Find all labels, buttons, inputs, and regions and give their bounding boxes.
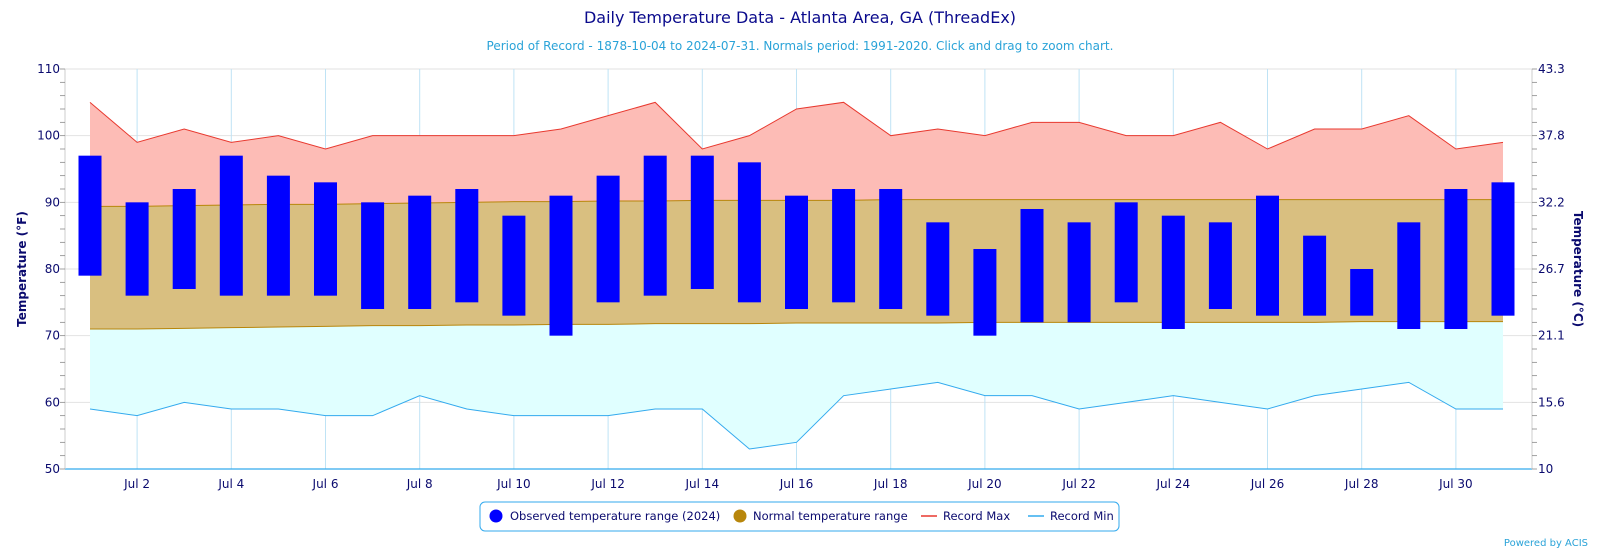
x-tick-label: Jul 28: [1344, 477, 1379, 491]
x-tick-label: Jul 8: [406, 477, 433, 491]
legend: Observed temperature range (2024) Normal…: [479, 501, 1120, 532]
y-tick-label-right: 21.1: [1538, 329, 1565, 343]
x-tick-label: Jul 12: [590, 477, 625, 491]
x-tick-label: Jul 14: [685, 477, 720, 491]
observed-bar[interactable]: [832, 189, 856, 303]
legend-normal-marker: [733, 509, 747, 523]
observed-bars: [78, 155, 1515, 336]
observed-bar[interactable]: [879, 189, 903, 309]
axes: 50 10 60 15.6 70 21.1 80 26.7 90 32.2 100 37.8 110 43…: [37, 62, 1565, 491]
observed-bar[interactable]: [219, 155, 243, 296]
observed-bar[interactable]: [690, 155, 714, 289]
observed-bar[interactable]: [266, 175, 290, 296]
legend-item-observed[interactable]: Observed temperature range (2024): [489, 509, 721, 523]
record-max-band: [90, 102, 1503, 207]
observed-bar[interactable]: [502, 215, 526, 316]
observed-bar[interactable]: [1397, 222, 1421, 329]
record-max-line: [89, 101, 1504, 150]
observed-bar[interactable]: [785, 195, 808, 309]
normal-low-line: [90, 321, 1503, 330]
x-tick-label: Jul 2: [123, 477, 150, 491]
y-tick-label-right: 26.7: [1538, 262, 1565, 276]
observed-bar[interactable]: [408, 195, 432, 309]
observed-bar[interactable]: [973, 249, 997, 336]
legend-item-record-min[interactable]: Record Min: [1028, 509, 1114, 523]
record-min-line: [89, 381, 1503, 450]
legend-observed-marker: [489, 509, 503, 523]
observed-bar[interactable]: [78, 155, 102, 276]
x-tick-label: Jul 24: [1156, 477, 1191, 491]
legend-item-normal[interactable]: Normal temperature range: [733, 509, 908, 523]
y-tick-label-left: 80: [45, 262, 60, 276]
observed-bar[interactable]: [125, 202, 149, 296]
observed-bar[interactable]: [1444, 189, 1468, 329]
y-tick-label-right: 10: [1538, 462, 1553, 476]
observed-bar[interactable]: [361, 202, 385, 309]
legend-record-max-label: Record Max: [943, 509, 1010, 523]
observed-bar[interactable]: [643, 155, 667, 296]
observed-bar[interactable]: [1020, 209, 1044, 323]
legend-normal-label: Normal temperature range: [753, 509, 908, 523]
observed-bar[interactable]: [172, 189, 196, 289]
observed-bar[interactable]: [549, 195, 573, 336]
legend-record-min-label: Record Min: [1050, 509, 1114, 523]
x-tick-label: Jul 20: [967, 477, 1002, 491]
y-tick-label-right: 15.6: [1538, 395, 1565, 409]
record-min-band: [90, 321, 1503, 449]
y-axis-label-left: Temperature (°F): [15, 211, 29, 327]
y-tick-label-left: 110: [37, 62, 60, 76]
chart-title: Daily Temperature Data - Atlanta Area, G…: [584, 8, 1016, 27]
y-tick-label-left: 50: [45, 462, 60, 476]
observed-bar[interactable]: [1303, 235, 1327, 316]
observed-bar[interactable]: [926, 222, 950, 316]
legend-observed-label: Observed temperature range (2024): [510, 509, 720, 523]
observed-bar[interactable]: [314, 182, 337, 296]
powered-by-link[interactable]: Powered by ACIS: [1504, 538, 1588, 549]
observed-bar[interactable]: [1350, 269, 1374, 316]
observed-bar[interactable]: [1491, 182, 1515, 316]
x-tick-label: Jul 18: [873, 477, 908, 491]
legend-box: [479, 501, 1120, 532]
observed-bar[interactable]: [1114, 202, 1138, 303]
x-tick-label: Jul 30: [1438, 477, 1473, 491]
y-tick-label-right: 37.8: [1538, 129, 1565, 143]
legend-item-record-max[interactable]: Record Max: [921, 509, 1010, 523]
y-tick-label-left: 100: [37, 129, 60, 143]
x-tick-label: Jul 6: [312, 477, 339, 491]
y-tick-label-left: 70: [45, 329, 60, 343]
y-tick-label-left: 90: [45, 195, 60, 209]
observed-bar[interactable]: [1161, 215, 1185, 329]
observed-bar[interactable]: [737, 162, 761, 303]
observed-bar[interactable]: [596, 175, 620, 303]
chart-subtitle: Period of Record - 1878-10-04 to 2024-07…: [487, 39, 1114, 53]
y-axis-label-right: Temperature (°C): [1571, 211, 1585, 327]
x-tick-label: Jul 10: [496, 477, 531, 491]
x-tick-label: Jul 16: [779, 477, 814, 491]
y-tick-label-right: 32.2: [1538, 195, 1565, 209]
x-tick-label: Jul 4: [217, 477, 244, 491]
y-tick-label-left: 60: [45, 395, 60, 409]
x-tick-label: Jul 26: [1250, 477, 1285, 491]
observed-bar[interactable]: [1067, 222, 1091, 323]
observed-bar[interactable]: [1256, 195, 1279, 316]
y-tick-label-right: 43.3: [1538, 62, 1565, 76]
observed-bar[interactable]: [1208, 222, 1232, 309]
observed-bar[interactable]: [455, 189, 479, 303]
x-tick-label: Jul 22: [1061, 477, 1096, 491]
